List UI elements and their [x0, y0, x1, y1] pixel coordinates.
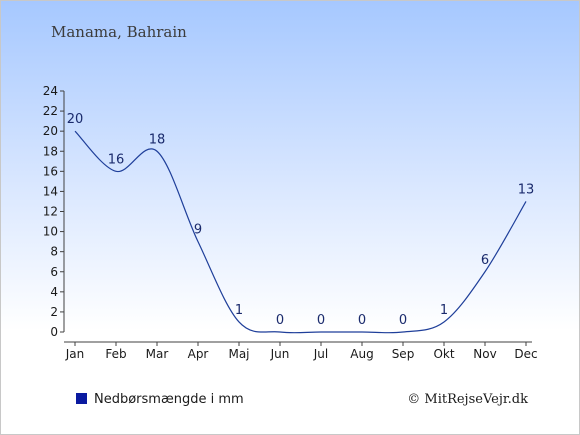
y-tick-label: 18: [43, 144, 58, 158]
x-axis: Jan Feb Mar Apr Maj Jun Jul Aug Sep Okt Nov Dec: [64, 341, 538, 361]
x-tick-label: Jul: [313, 347, 328, 361]
data-label: 20: [67, 112, 84, 127]
legend-label: Nedbørsmængde i mm: [94, 392, 244, 407]
data-label: 6: [481, 253, 489, 268]
y-tick-label: 4: [50, 285, 58, 299]
x-tick-label: Okt: [433, 347, 454, 361]
x-tick-label: Dec: [514, 347, 537, 361]
data-label: 0: [358, 313, 366, 328]
x-tick-label: Apr: [188, 347, 209, 361]
y-tick-label: 10: [43, 225, 58, 239]
y-tick-label: 8: [50, 245, 58, 259]
data-label: 0: [399, 313, 407, 328]
chart-title: Manama, Bahrain: [51, 23, 187, 41]
x-tick-label: Sep: [392, 347, 415, 361]
y-tick-label: 2: [50, 305, 58, 319]
data-label: 0: [317, 313, 325, 328]
x-tick-label: Jun: [270, 347, 290, 361]
y-tick-label: 20: [43, 124, 58, 138]
credit-text: © MitRejseVejr.dk: [407, 392, 528, 407]
x-tick-label: Nov: [473, 347, 496, 361]
x-tick-label: Maj: [228, 347, 249, 361]
y-tick-label: 14: [43, 184, 58, 198]
x-tick-label: Jan: [65, 347, 85, 361]
data-label: 0: [276, 313, 284, 328]
series-line: [74, 130, 527, 334]
y-tick-label: 24: [43, 84, 58, 98]
data-label: 18: [149, 132, 166, 147]
x-tick-label: Aug: [350, 347, 373, 361]
y-tick-label: 0: [50, 325, 58, 339]
data-label: 1: [440, 303, 448, 318]
legend-swatch: [76, 393, 87, 404]
y-tick-label: 12: [43, 205, 58, 219]
data-label: 16: [108, 152, 125, 167]
y-tick-label: 16: [43, 164, 58, 178]
series-group: [74, 130, 527, 334]
y-tick-label: 22: [43, 104, 58, 118]
data-label: 9: [194, 223, 202, 238]
x-tick-label: Feb: [105, 347, 126, 361]
y-tick-label: 6: [50, 265, 58, 279]
data-label: 1: [235, 303, 243, 318]
data-label: 13: [518, 182, 535, 197]
x-tick-label: Mar: [146, 347, 169, 361]
